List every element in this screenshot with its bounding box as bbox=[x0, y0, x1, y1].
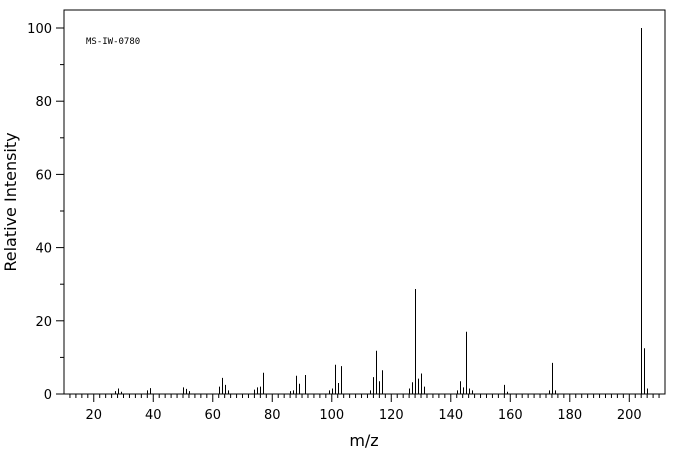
x-tick-label: 100 bbox=[319, 408, 344, 423]
x-axis-ticks: 20 40 60 80 100 120 140 160 180 200 bbox=[69, 394, 660, 423]
y-tick-label: 100 bbox=[27, 22, 52, 37]
y-tick-label: 60 bbox=[35, 168, 52, 183]
x-tick-label: 60 bbox=[204, 408, 221, 423]
y-tick-label: 40 bbox=[35, 242, 52, 257]
y-tick-label: 20 bbox=[35, 315, 52, 330]
x-tick-label: 140 bbox=[438, 408, 463, 423]
y-axis-ticks: 0 20 40 60 80 100 bbox=[27, 22, 64, 403]
y-axis-title: Relative Intensity bbox=[1, 132, 20, 271]
x-axis-title: m/z bbox=[349, 431, 378, 450]
x-tick-label: 160 bbox=[498, 408, 523, 423]
x-tick-label: 20 bbox=[85, 408, 102, 423]
y-tick-label: 0 bbox=[44, 388, 52, 403]
plot-frame bbox=[63, 9, 666, 395]
x-tick-label: 200 bbox=[617, 408, 642, 423]
y-tick-label: 80 bbox=[35, 95, 52, 110]
x-tick-label: 80 bbox=[264, 408, 281, 423]
x-tick-label: 120 bbox=[379, 408, 404, 423]
spectrum-peaks bbox=[115, 28, 648, 394]
x-tick-label: 180 bbox=[557, 408, 582, 423]
spectrum-annotation: MS-IW-0780 bbox=[86, 37, 140, 47]
x-tick-label: 40 bbox=[145, 408, 162, 423]
